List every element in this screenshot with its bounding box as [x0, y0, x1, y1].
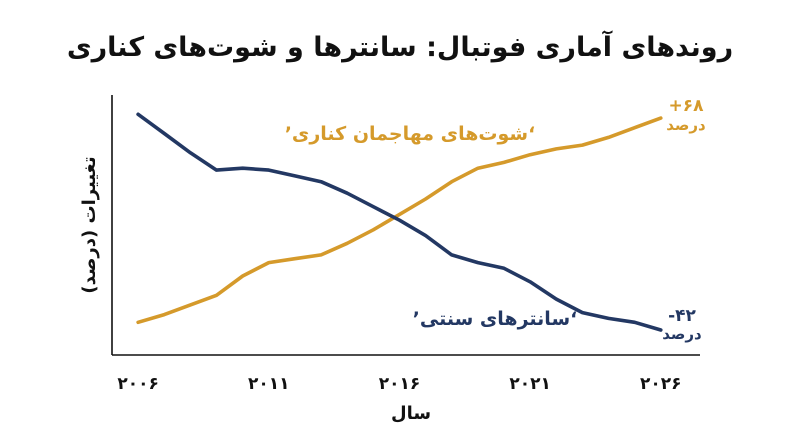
x-tick-label: ۲۰۲۶: [640, 374, 682, 394]
x-tick-label: ۲۰۱۱: [248, 374, 290, 394]
x-tick-label: ۲۰۰۶: [117, 374, 159, 394]
y-axis-label: تغییرات (درصد): [79, 156, 100, 293]
end-unit-label: درصد: [662, 325, 702, 343]
chart-title: روندهای آماری فوتبال: سانترها و شوت‌های …: [66, 32, 734, 63]
x-ticks: ۲۰۰۶ ۲۰۱۱ ۲۰۱۶ ۲۰۲۱ ۲۰۲۶: [117, 374, 681, 394]
x-tick-label: ۲۰۱۶: [379, 374, 421, 394]
series-line-1: [136, 112, 663, 332]
series-line-0: [136, 116, 663, 325]
series-name-label: ‘شوت‌های مهاجمان کناری’: [285, 123, 536, 145]
series-name-label: ‘سانترهای سنتی’: [413, 308, 578, 330]
end-unit-label: درصد: [666, 116, 706, 134]
end-value-label: -۴۲: [668, 306, 696, 326]
end-value-label: +۶۸: [669, 96, 705, 116]
x-tick-label: ۲۰۲۱: [509, 374, 551, 394]
series-lines: [136, 112, 663, 332]
axes: [111, 95, 700, 356]
series-labels: ‘شوت‌های مهاجمان کناری’ ‘سانترهای سنتی’ +۶…: [285, 96, 706, 343]
x-axis-label: سال: [391, 403, 431, 424]
